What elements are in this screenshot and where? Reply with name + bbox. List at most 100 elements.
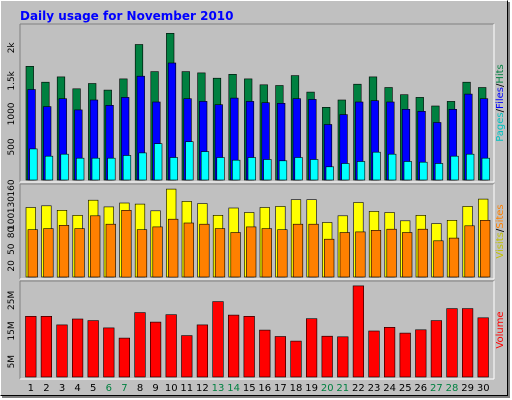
bar-volume (87, 320, 99, 378)
bar-volume (181, 335, 193, 378)
bar-volume (118, 337, 130, 378)
y-tick-label: 100 (7, 213, 17, 230)
bar-volume (40, 315, 52, 378)
x-tick-label: 25 (399, 383, 412, 394)
bar-volume (150, 321, 162, 378)
x-tick-label: 11 (180, 383, 193, 394)
x-tick-label: 30 (477, 383, 490, 394)
bar-sites (199, 223, 210, 278)
x-tick-label: 29 (461, 383, 474, 394)
bar-sites (386, 228, 397, 278)
bar-volume (305, 318, 318, 378)
bar-volume (368, 330, 380, 378)
x-tick-label: 14 (227, 383, 240, 394)
x-tick-label: 2 (43, 383, 49, 394)
panel-2: 5M 15M 25M Volume (7, 280, 506, 380)
bar-pages (122, 155, 132, 181)
x-axis-labels: 1 2 3 4 5 6 7 8 9 10 11 12 13 14 15 16 17 18 19 20 21 22 23 24 2… (28, 383, 490, 394)
x-tick-label: 15 (243, 383, 256, 394)
panel-background (20, 281, 494, 379)
bar-pages (388, 153, 397, 181)
bar-pages (403, 161, 412, 181)
bar-sites (339, 232, 350, 278)
bar-pages (29, 148, 38, 181)
bar-pages (263, 159, 272, 181)
bar-volume (274, 336, 287, 378)
y-tick-label: 2k (7, 42, 17, 54)
bar-sites (277, 229, 288, 278)
bar-sites (121, 210, 132, 278)
legend-item: Visits (495, 232, 506, 259)
x-tick-label: 18 (290, 383, 303, 394)
panel-background (20, 24, 494, 182)
bar-pages (44, 155, 54, 181)
x-tick-label: 16 (258, 383, 271, 394)
legend-2: Volume (495, 311, 506, 348)
bar-volume (72, 318, 84, 378)
x-tick-label: 24 (383, 383, 396, 394)
legend-item: Volume (495, 311, 506, 348)
y-tick-label: 160 (7, 179, 17, 196)
bar-pages (200, 151, 210, 181)
bar-sites (152, 226, 163, 278)
y-tick-label: 1000 (7, 102, 17, 125)
x-tick-label: 3 (59, 383, 65, 394)
bar-volume (134, 312, 146, 378)
x-tick-label: 28 (446, 383, 459, 394)
y-tick-label: 80 (7, 227, 17, 239)
bar-sites (433, 240, 444, 278)
bar-pages (60, 153, 69, 181)
bar-pages (356, 161, 366, 181)
bar-sites (136, 229, 148, 278)
chart-title: Daily usage for November 2010 (20, 9, 234, 23)
legend-0: Pages/Files/Hits (495, 64, 506, 142)
bar-volume (25, 315, 37, 378)
bar-pages (247, 157, 256, 181)
bar-volume (321, 335, 333, 378)
bar-sites (183, 222, 194, 278)
bar-pages (107, 157, 116, 181)
bar-sites (464, 225, 475, 278)
legend-item: / (495, 83, 506, 87)
bar-volume (196, 324, 209, 378)
x-tick-label: 21 (336, 383, 349, 394)
bar-pages (138, 152, 147, 181)
x-tick-label: 5 (90, 383, 96, 394)
bar-volume (337, 336, 349, 378)
bar-pages (434, 163, 444, 181)
bar-sites (43, 228, 54, 278)
bar-pages (372, 151, 381, 181)
bar-sites (308, 223, 319, 278)
bar-volume (165, 314, 177, 378)
bar-volume (56, 324, 68, 378)
x-tick-label: 4 (74, 383, 80, 394)
y-tick-label: 1.5k (7, 70, 17, 90)
bar-sites (355, 231, 366, 278)
bar-pages (76, 157, 85, 181)
bar-pages (294, 157, 303, 181)
legend-item: Hits (495, 64, 506, 83)
x-tick-label: 10 (165, 383, 178, 394)
bar-pages (450, 155, 459, 181)
y-tick-label: 25M (7, 291, 17, 310)
x-tick-label: 7 (121, 383, 127, 394)
bar-pages (325, 166, 334, 181)
bar-pages (419, 161, 428, 181)
bar-volume (103, 327, 115, 378)
bar-sites (261, 228, 272, 278)
bar-volume (446, 308, 458, 378)
bar-pages (154, 143, 163, 181)
bar-sites (74, 228, 85, 278)
bar-sites (324, 238, 335, 278)
x-tick-label: 17 (274, 383, 287, 394)
x-tick-label: 23 (368, 383, 381, 394)
x-tick-label: 9 (152, 383, 158, 394)
bar-sites (370, 230, 382, 278)
x-tick-label: 12 (196, 383, 209, 394)
bar-volume (352, 285, 365, 378)
bar-pages (481, 157, 490, 181)
bar-sites (214, 228, 226, 278)
bar-sites (27, 229, 38, 278)
